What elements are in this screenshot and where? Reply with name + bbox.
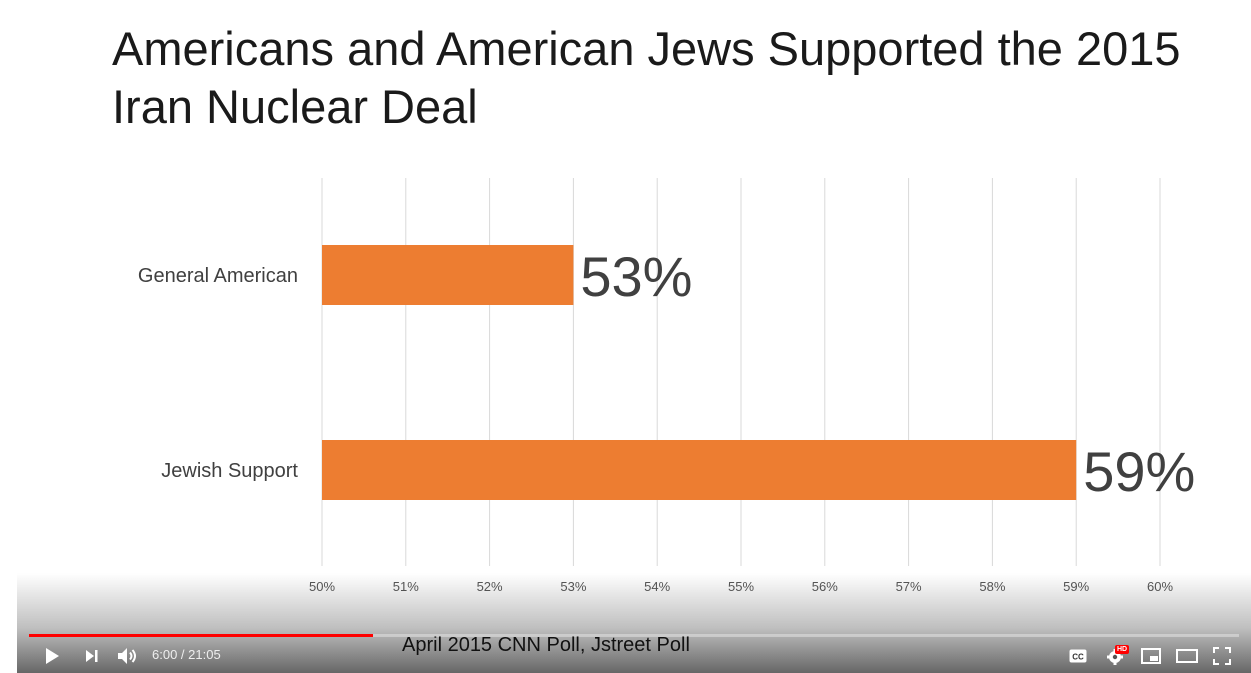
x-tick-label: 56% — [812, 579, 838, 594]
play-button[interactable] — [39, 645, 65, 667]
theater-mode-button[interactable] — [1174, 645, 1200, 667]
video-player[interactable]: Americans and American Jews Supported th… — [17, 0, 1251, 673]
settings-button[interactable]: HD — [1102, 643, 1130, 669]
current-time: 6:00 — [152, 647, 178, 662]
miniplayer-icon — [1141, 648, 1161, 664]
next-button[interactable] — [79, 645, 105, 667]
bar-chart: General American Jewish Support 50% 51% 52%… — [138, 178, 1195, 594]
play-icon — [46, 648, 59, 664]
fullscreen-button[interactable] — [1210, 644, 1234, 668]
x-tick-label: 55% — [728, 579, 754, 594]
time-display: 6:00 / 21:05 — [152, 647, 221, 662]
chart-category-labels: General American Jewish Support — [138, 265, 299, 482]
theater-icon — [1176, 649, 1198, 663]
volume-icon — [118, 648, 136, 664]
x-tick-label: 52% — [477, 579, 503, 594]
value-label: 53% — [580, 245, 692, 308]
value-label: 59% — [1083, 440, 1195, 503]
source-caption: April 2015 CNN Poll, Jstreet Poll — [402, 634, 690, 656]
bar — [322, 245, 574, 305]
captions-button[interactable]: CC — [1067, 645, 1089, 667]
miniplayer-button[interactable] — [1138, 645, 1164, 667]
x-tick-label: 60% — [1147, 579, 1173, 594]
x-tick-label: 57% — [896, 579, 922, 594]
category-label: Jewish Support — [161, 460, 298, 482]
volume-button[interactable] — [114, 644, 142, 668]
category-label: General American — [138, 265, 298, 287]
progress-bar[interactable] — [29, 634, 1239, 637]
chart-bars — [322, 245, 1077, 500]
x-tick-label: 58% — [979, 579, 1005, 594]
chart-value-labels: 53% 59% — [580, 245, 1195, 503]
next-icon — [86, 650, 98, 662]
x-tick-label: 53% — [560, 579, 586, 594]
x-tick-label: 54% — [644, 579, 670, 594]
time-separator: / — [177, 647, 189, 662]
slide-title: Americans and American Jews Supported th… — [112, 22, 1181, 133]
duration: 21:05 — [188, 647, 221, 662]
chart-gridlines — [321, 178, 1161, 566]
x-tick-label: 59% — [1063, 579, 1089, 594]
svg-text:CC: CC — [1072, 653, 1084, 662]
x-tick-label: 51% — [393, 579, 419, 594]
bar — [322, 440, 1077, 500]
progress-played — [29, 634, 374, 637]
fullscreen-icon — [1213, 647, 1231, 665]
x-tick-label: 50% — [309, 579, 335, 594]
chart-x-tick-labels: 50% 51% 52% 53% 54% 55% 56% 57% 58% 59% 60% — [309, 579, 1173, 594]
hd-badge: HD — [1115, 645, 1130, 654]
captions-icon: CC — [1069, 649, 1087, 663]
